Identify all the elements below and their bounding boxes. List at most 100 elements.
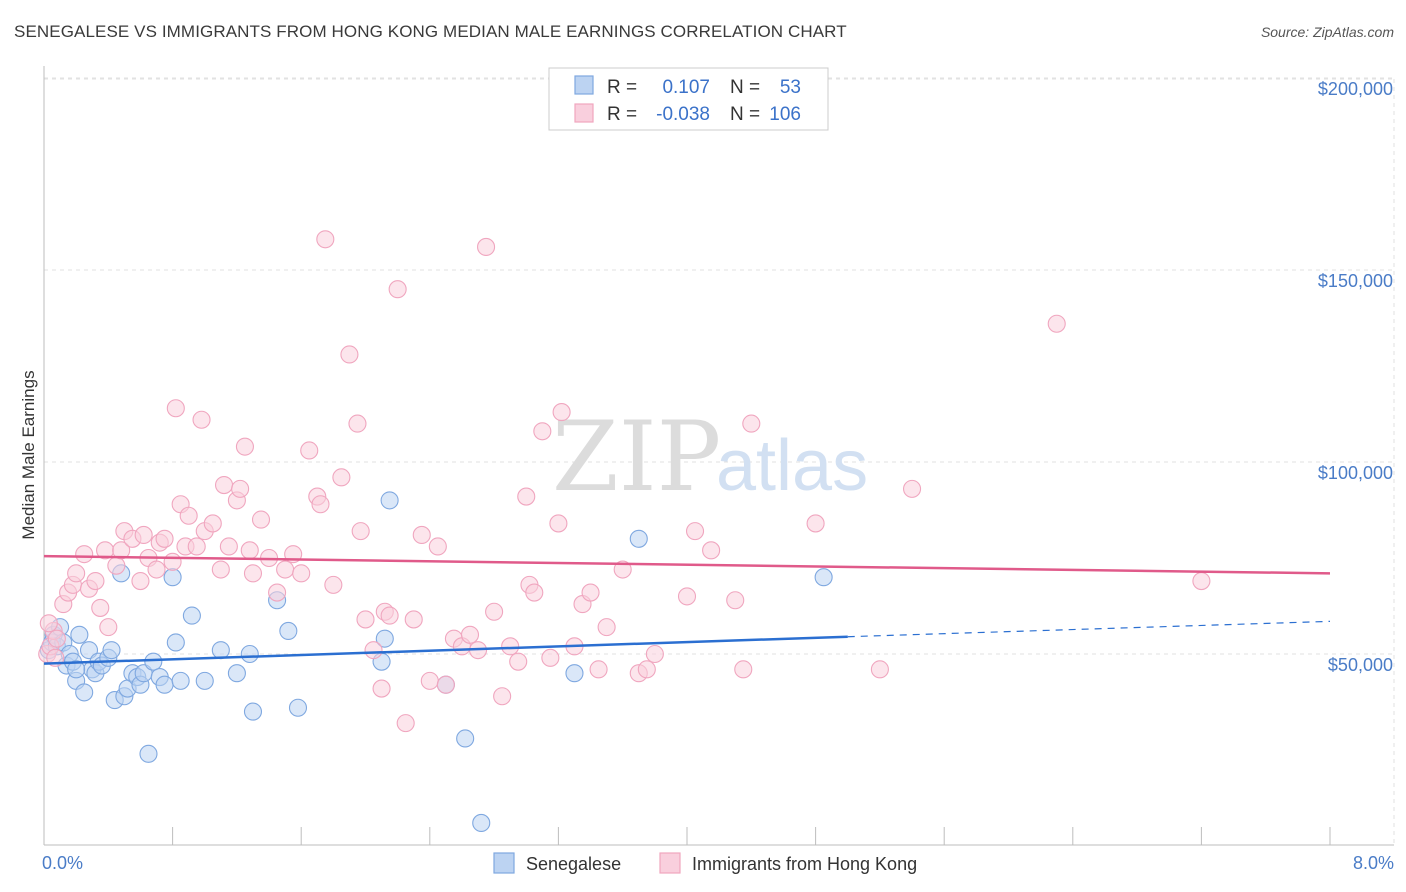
- hong-kong-trend-line: [43, 554, 1331, 575]
- hong-kong-point-49: [311, 495, 330, 514]
- hong-kong-point-72: [477, 237, 496, 257]
- hong-kong-point-54: [348, 414, 367, 433]
- senegalese-point-42: [288, 698, 308, 717]
- hong-kong-point-91: [637, 660, 656, 679]
- senegalese-trend-extension: [847, 620, 1331, 638]
- senegalese-point-39: [243, 702, 263, 721]
- senegalese-point-27: [139, 744, 158, 763]
- hong-kong-point-92: [645, 644, 664, 664]
- hong-kong-point-33: [211, 560, 230, 579]
- senegalese-point-18: [102, 641, 121, 660]
- chart-title: SENEGALESE VS IMMIGRANTS FROM HONG KONG …: [14, 22, 847, 41]
- y-tick-label-2: $150,000: [1318, 271, 1393, 291]
- hong-kong-point-57: [364, 641, 383, 660]
- legend: R = 0.107 N = 53 R = -0.038 N = 106: [548, 67, 829, 131]
- hong-kong-point-89: [613, 560, 632, 579]
- hong-kong-point-15: [112, 541, 131, 560]
- bottom-legend-swatch-senegalese: [493, 852, 515, 874]
- senegalese-point-38: [240, 644, 259, 664]
- hong-kong-point-76: [509, 652, 528, 671]
- hong-kong-point-61: [388, 280, 407, 299]
- legend-swatch-hong-kong: [574, 103, 594, 123]
- senegalese-point-37: [227, 664, 246, 683]
- hong-kong-point-30: [192, 410, 211, 429]
- hong-kong-point-102: [1047, 314, 1066, 333]
- hong-kong-point-77: [517, 487, 536, 506]
- hong-kong-point-51: [324, 575, 343, 594]
- hong-kong-point-55: [351, 522, 370, 541]
- hong-kong-point-18: [131, 571, 150, 591]
- legend-box: [548, 67, 829, 131]
- hong-kong-point-88: [597, 618, 616, 637]
- hong-kong-point-21: [147, 560, 166, 579]
- hong-kong-point-60: [380, 606, 399, 625]
- hong-kong-point-64: [412, 525, 431, 545]
- senegalese-point-11: [75, 683, 94, 702]
- hong-kong-point-34: [214, 475, 234, 495]
- senegalese-point-35: [195, 671, 214, 690]
- senegalese-point-47: [456, 729, 475, 748]
- hong-kong-points: [38, 230, 1211, 733]
- legend-r-label-1: R =: [607, 77, 637, 98]
- hong-kong-point-96: [726, 591, 745, 610]
- legend-n-value-2: 106: [769, 104, 801, 125]
- senegalese-point-44: [375, 629, 394, 648]
- hong-kong-point-99: [806, 514, 825, 533]
- hong-kong-point-25: [166, 399, 185, 418]
- bottom-legend: Senegalese Immigrants from Hong Kong: [493, 852, 917, 874]
- hong-kong-point-19: [134, 525, 153, 545]
- y-tick-label-3: $200,000: [1318, 79, 1393, 99]
- chart-source: Source: ZipAtlas.com: [1260, 24, 1394, 40]
- hong-kong-point-70: [460, 625, 480, 644]
- hong-kong-point-97: [734, 660, 753, 679]
- hong-kong-point-41: [251, 510, 271, 529]
- senegalese-point-36: [211, 641, 230, 660]
- bottom-legend-swatch-hong-kong: [659, 852, 681, 874]
- hong-kong-point-56: [356, 610, 375, 629]
- hong-kong-point-43: [268, 583, 287, 602]
- bottom-legend-senegalese: Senegalese: [526, 854, 621, 874]
- legend-r-value-2: -0.038: [656, 104, 710, 125]
- hong-kong-point-28: [179, 506, 198, 525]
- hong-kong-point-80: [533, 422, 552, 441]
- hong-kong-point-98: [742, 414, 761, 433]
- hong-kong-point-50: [316, 230, 335, 249]
- hong-kong-point-52: [332, 468, 351, 487]
- senegalese-point-32: [166, 633, 185, 652]
- hong-kong-point-24: [163, 552, 182, 571]
- hong-kong-point-8: [75, 545, 94, 564]
- hong-kong-point-66: [428, 537, 447, 556]
- hong-kong-point-101: [902, 479, 922, 498]
- senegalese-point-30: [155, 675, 174, 694]
- trend-lines: [43, 554, 1331, 665]
- hong-kong-point-65: [420, 671, 439, 690]
- legend-n-label-2: N =: [730, 104, 760, 125]
- legend-r-value-1: 0.107: [662, 77, 710, 98]
- y-tick-labels: $50,000 $100,000 $150,000 $200,000: [1318, 79, 1393, 675]
- hong-kong-point-10: [86, 571, 105, 591]
- senegalese-point-34: [182, 606, 201, 625]
- hong-kong-point-81: [541, 648, 560, 667]
- hong-kong-point-63: [404, 610, 423, 629]
- hong-kong-point-39: [240, 541, 259, 560]
- hong-kong-point-58: [372, 679, 391, 698]
- hong-kong-point-83: [552, 403, 571, 422]
- hong-kong-point-67: [436, 675, 455, 694]
- senegalese-point-49: [565, 664, 584, 683]
- senegalese-point-45: [380, 491, 399, 510]
- hong-kong-point-13: [99, 618, 118, 637]
- senegalese-point-51: [814, 568, 833, 587]
- hong-kong-point-29: [187, 537, 206, 556]
- hong-kong-point-87: [589, 660, 608, 679]
- senegalese-point-12: [79, 641, 99, 660]
- y-tick-label-0: $50,000: [1328, 655, 1393, 675]
- hong-kong-point-32: [203, 514, 222, 533]
- senegalese-point-31: [163, 568, 182, 587]
- senegalese-point-41: [279, 621, 298, 641]
- hong-kong-point-47: [300, 441, 319, 460]
- legend-n-value-1: 53: [780, 77, 801, 98]
- hong-kong-point-23: [155, 529, 174, 548]
- axes: [43, 66, 1394, 846]
- senegalese-point-48: [472, 813, 491, 833]
- hong-kong-point-35: [219, 537, 238, 556]
